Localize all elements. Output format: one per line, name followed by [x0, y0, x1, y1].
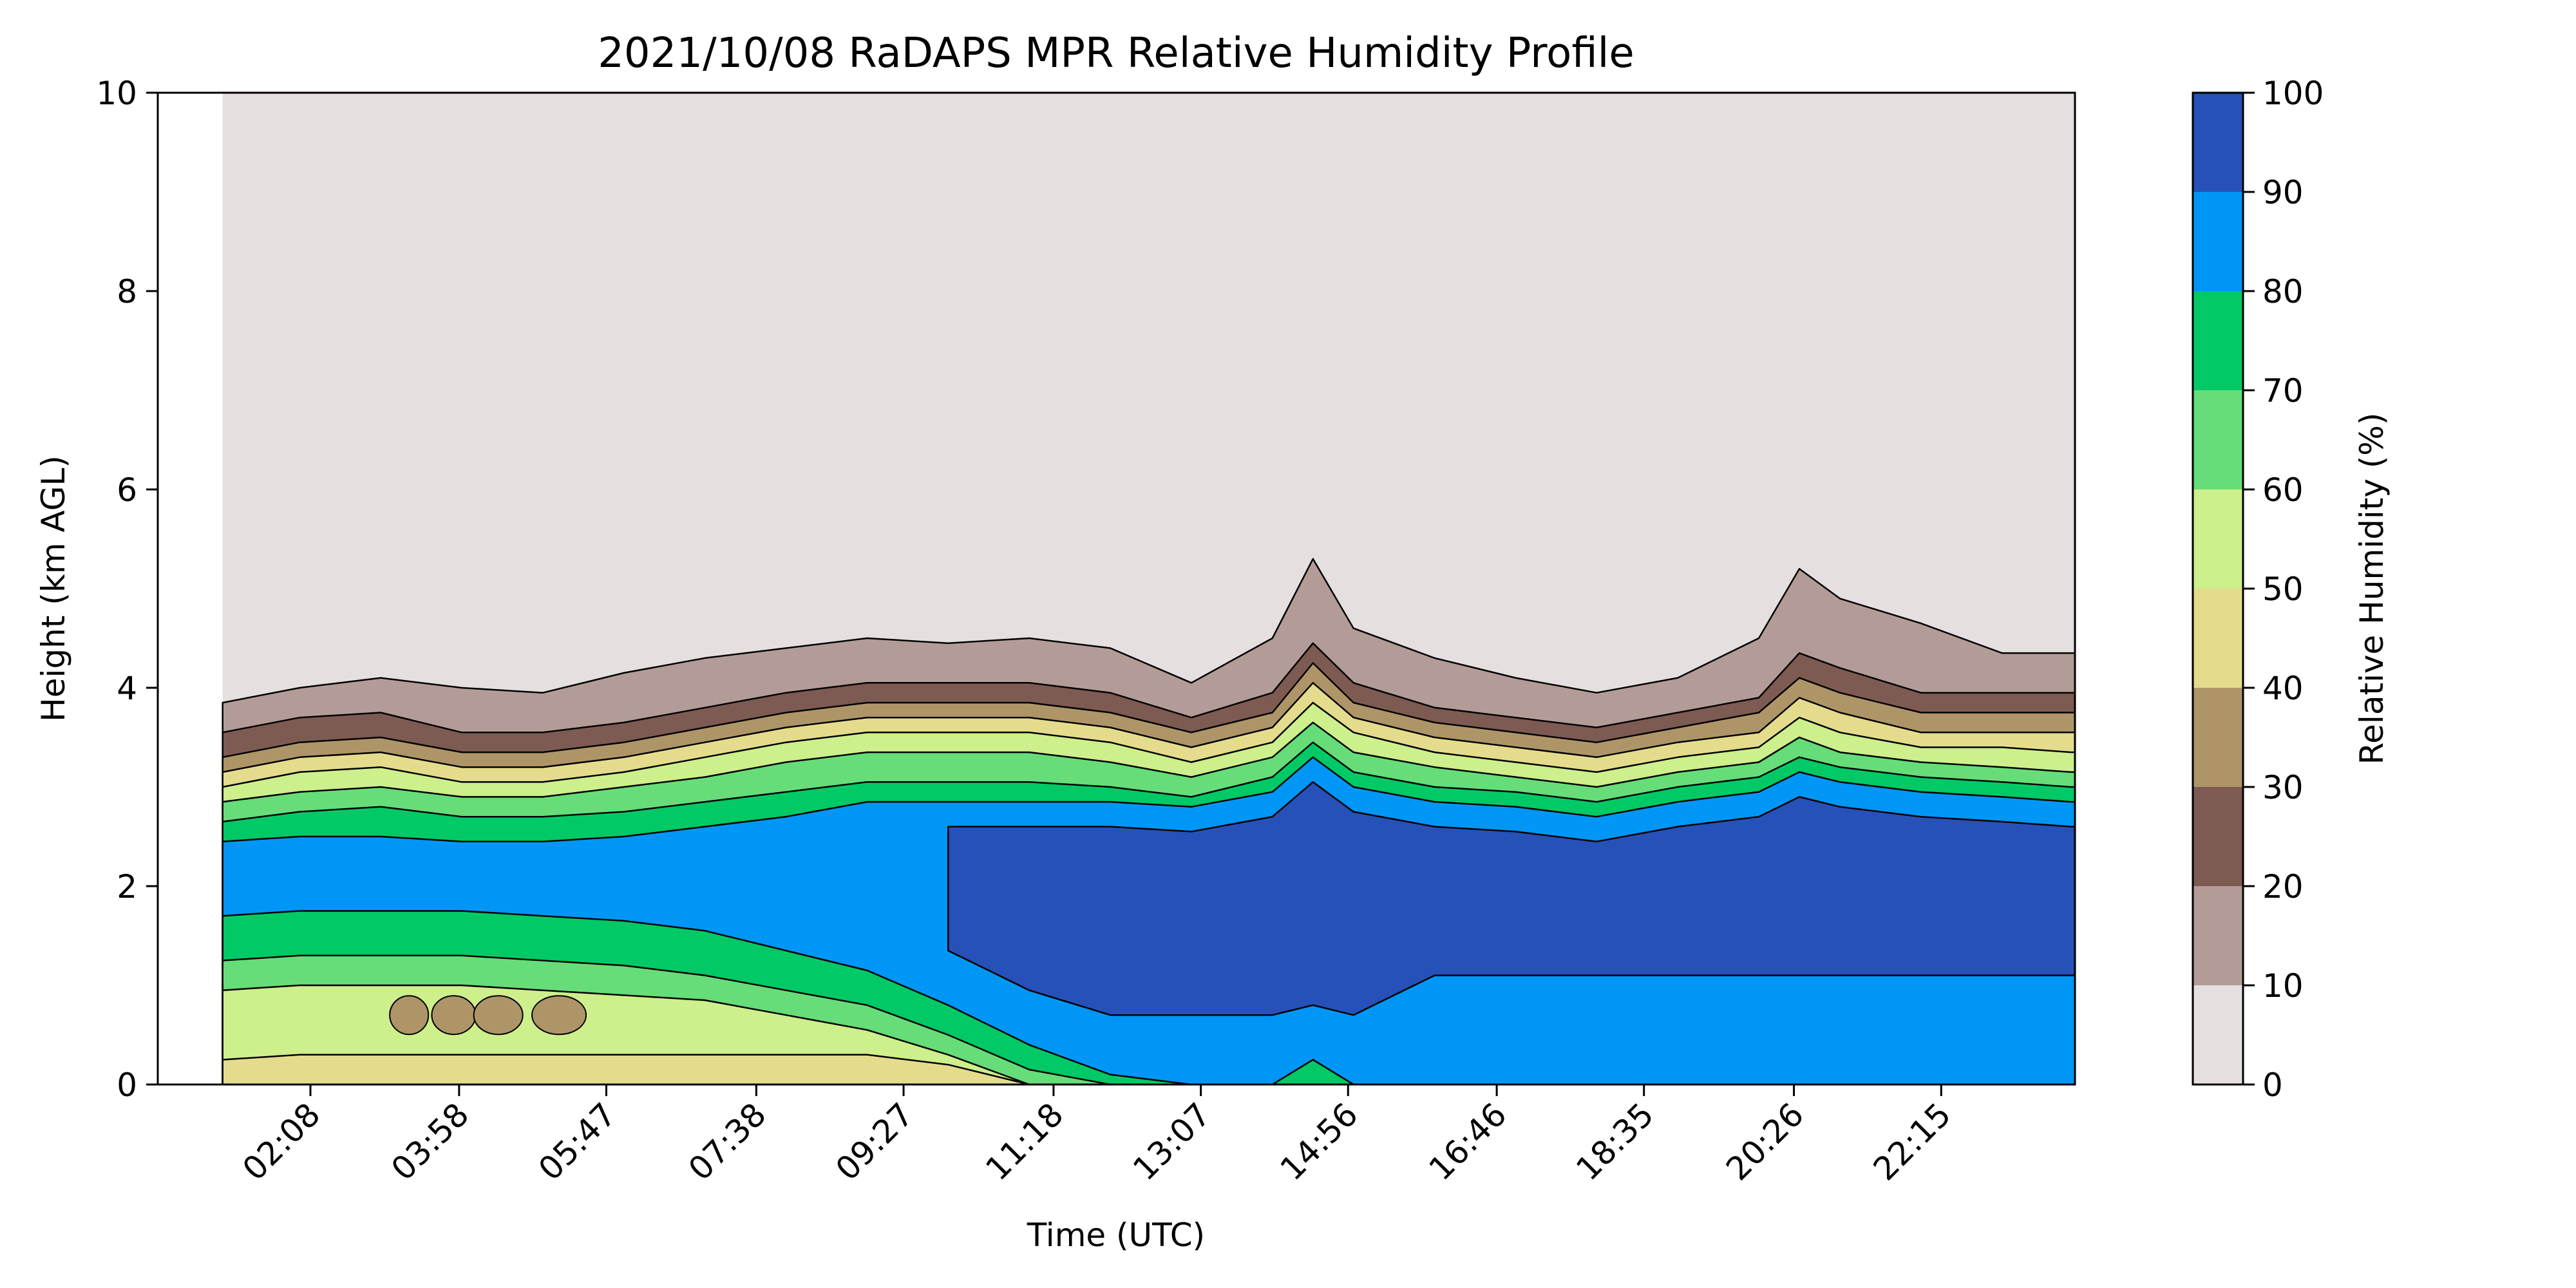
colorbar-segment: [2193, 390, 2243, 489]
contour-fill-below-50: [222, 1054, 2075, 1084]
colorbar-tick-label: 50: [2262, 571, 2304, 608]
dry-pocket: [473, 995, 524, 1036]
chart-title: 2021/10/08 RaDAPS MPR Relative Humidity …: [598, 30, 1634, 77]
colorbar-tick-label: 80: [2262, 273, 2304, 310]
colorbar-segment: [2193, 985, 2243, 1084]
plot-area: [158, 93, 2075, 1084]
colorbar-tick-label: 10: [2262, 967, 2304, 1005]
y-tick-label: 10: [96, 75, 137, 112]
dry-pocket: [531, 995, 587, 1036]
x-tick-label: 20:26: [1719, 1095, 1811, 1188]
colorbar-segment: [2193, 787, 2243, 886]
y-tick-label: 0: [117, 1066, 137, 1104]
colorbar-segment: [2193, 688, 2243, 787]
y-tick-label: 4: [117, 670, 137, 707]
colorbar-segment: [2193, 93, 2243, 192]
colorbar-tick-label: 0: [2262, 1066, 2283, 1104]
colorbar-tick-label: 20: [2262, 868, 2304, 905]
x-tick-label: 18:35: [1569, 1095, 1661, 1188]
y-axis: 0 2 4 6 8 10: [96, 75, 158, 1104]
contour-layers: [222, 93, 2075, 1084]
dry-pocket: [389, 995, 430, 1036]
x-tick-label: 14:56: [1273, 1095, 1365, 1188]
colorbar-tick-label: 70: [2262, 372, 2304, 410]
colorbar-tick-label: 40: [2262, 670, 2304, 707]
colorbar: 0 10 20 30 40 50 60 70 80 90 100: [2192, 75, 2324, 1104]
x-tick-label: 13:07: [1126, 1095, 1218, 1188]
colorbar-segment: [2193, 886, 2243, 985]
colorbar-segment: [2193, 589, 2243, 688]
x-axis: 02:08 03:58 05:47 07:38 09:27 11:18 13:07 14:56…: [236, 1084, 1958, 1188]
y-tick-label: 2: [117, 868, 137, 905]
x-tick-label: 02:08: [236, 1095, 328, 1188]
x-tick-label: 07:38: [681, 1095, 773, 1188]
colorbar-segment: [2193, 192, 2243, 291]
x-tick-label: 22:15: [1866, 1095, 1958, 1188]
x-tick-label: 16:46: [1422, 1095, 1514, 1188]
colorbar-segment: [2193, 291, 2243, 390]
x-axis-label: Time (UTC): [1027, 1217, 1205, 1254]
x-tick-label: 09:27: [829, 1095, 921, 1188]
colorbar-tick-label: 90: [2262, 174, 2304, 211]
colorbar-tick-label: 30: [2262, 769, 2304, 806]
colorbar-segment: [2193, 489, 2243, 589]
y-axis-label: Height (km AGL): [35, 455, 72, 722]
y-tick-label: 8: [117, 273, 137, 310]
colorbar-tick-label: 60: [2262, 471, 2304, 509]
colorbar-label: Relative Humidity (%): [2353, 413, 2391, 765]
dry-pocket: [431, 995, 477, 1036]
colorbar-tick-label: 100: [2262, 75, 2324, 112]
x-tick-label: 03:58: [384, 1095, 476, 1188]
y-tick-label: 6: [117, 471, 137, 509]
contour-fill-90-100: [947, 781, 2075, 1016]
x-tick-label: 05:47: [531, 1095, 623, 1188]
x-tick-label: 11:18: [979, 1095, 1071, 1188]
plot-frame: [156, 91, 2076, 1086]
